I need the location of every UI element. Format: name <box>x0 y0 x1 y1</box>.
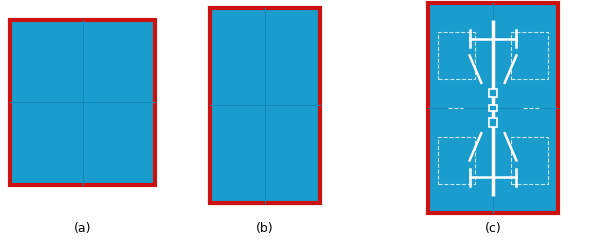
Bar <box>489 119 497 127</box>
Bar <box>489 106 497 110</box>
Bar <box>210 8 320 203</box>
Bar <box>439 137 475 184</box>
Bar <box>10 20 155 185</box>
Text: (a): (a) <box>74 222 91 235</box>
Text: (b): (b) <box>256 222 274 235</box>
Bar <box>511 32 548 79</box>
Bar <box>439 32 475 79</box>
Text: (c): (c) <box>485 222 502 235</box>
Bar <box>489 89 497 98</box>
Bar <box>511 137 548 184</box>
Bar <box>428 3 558 213</box>
